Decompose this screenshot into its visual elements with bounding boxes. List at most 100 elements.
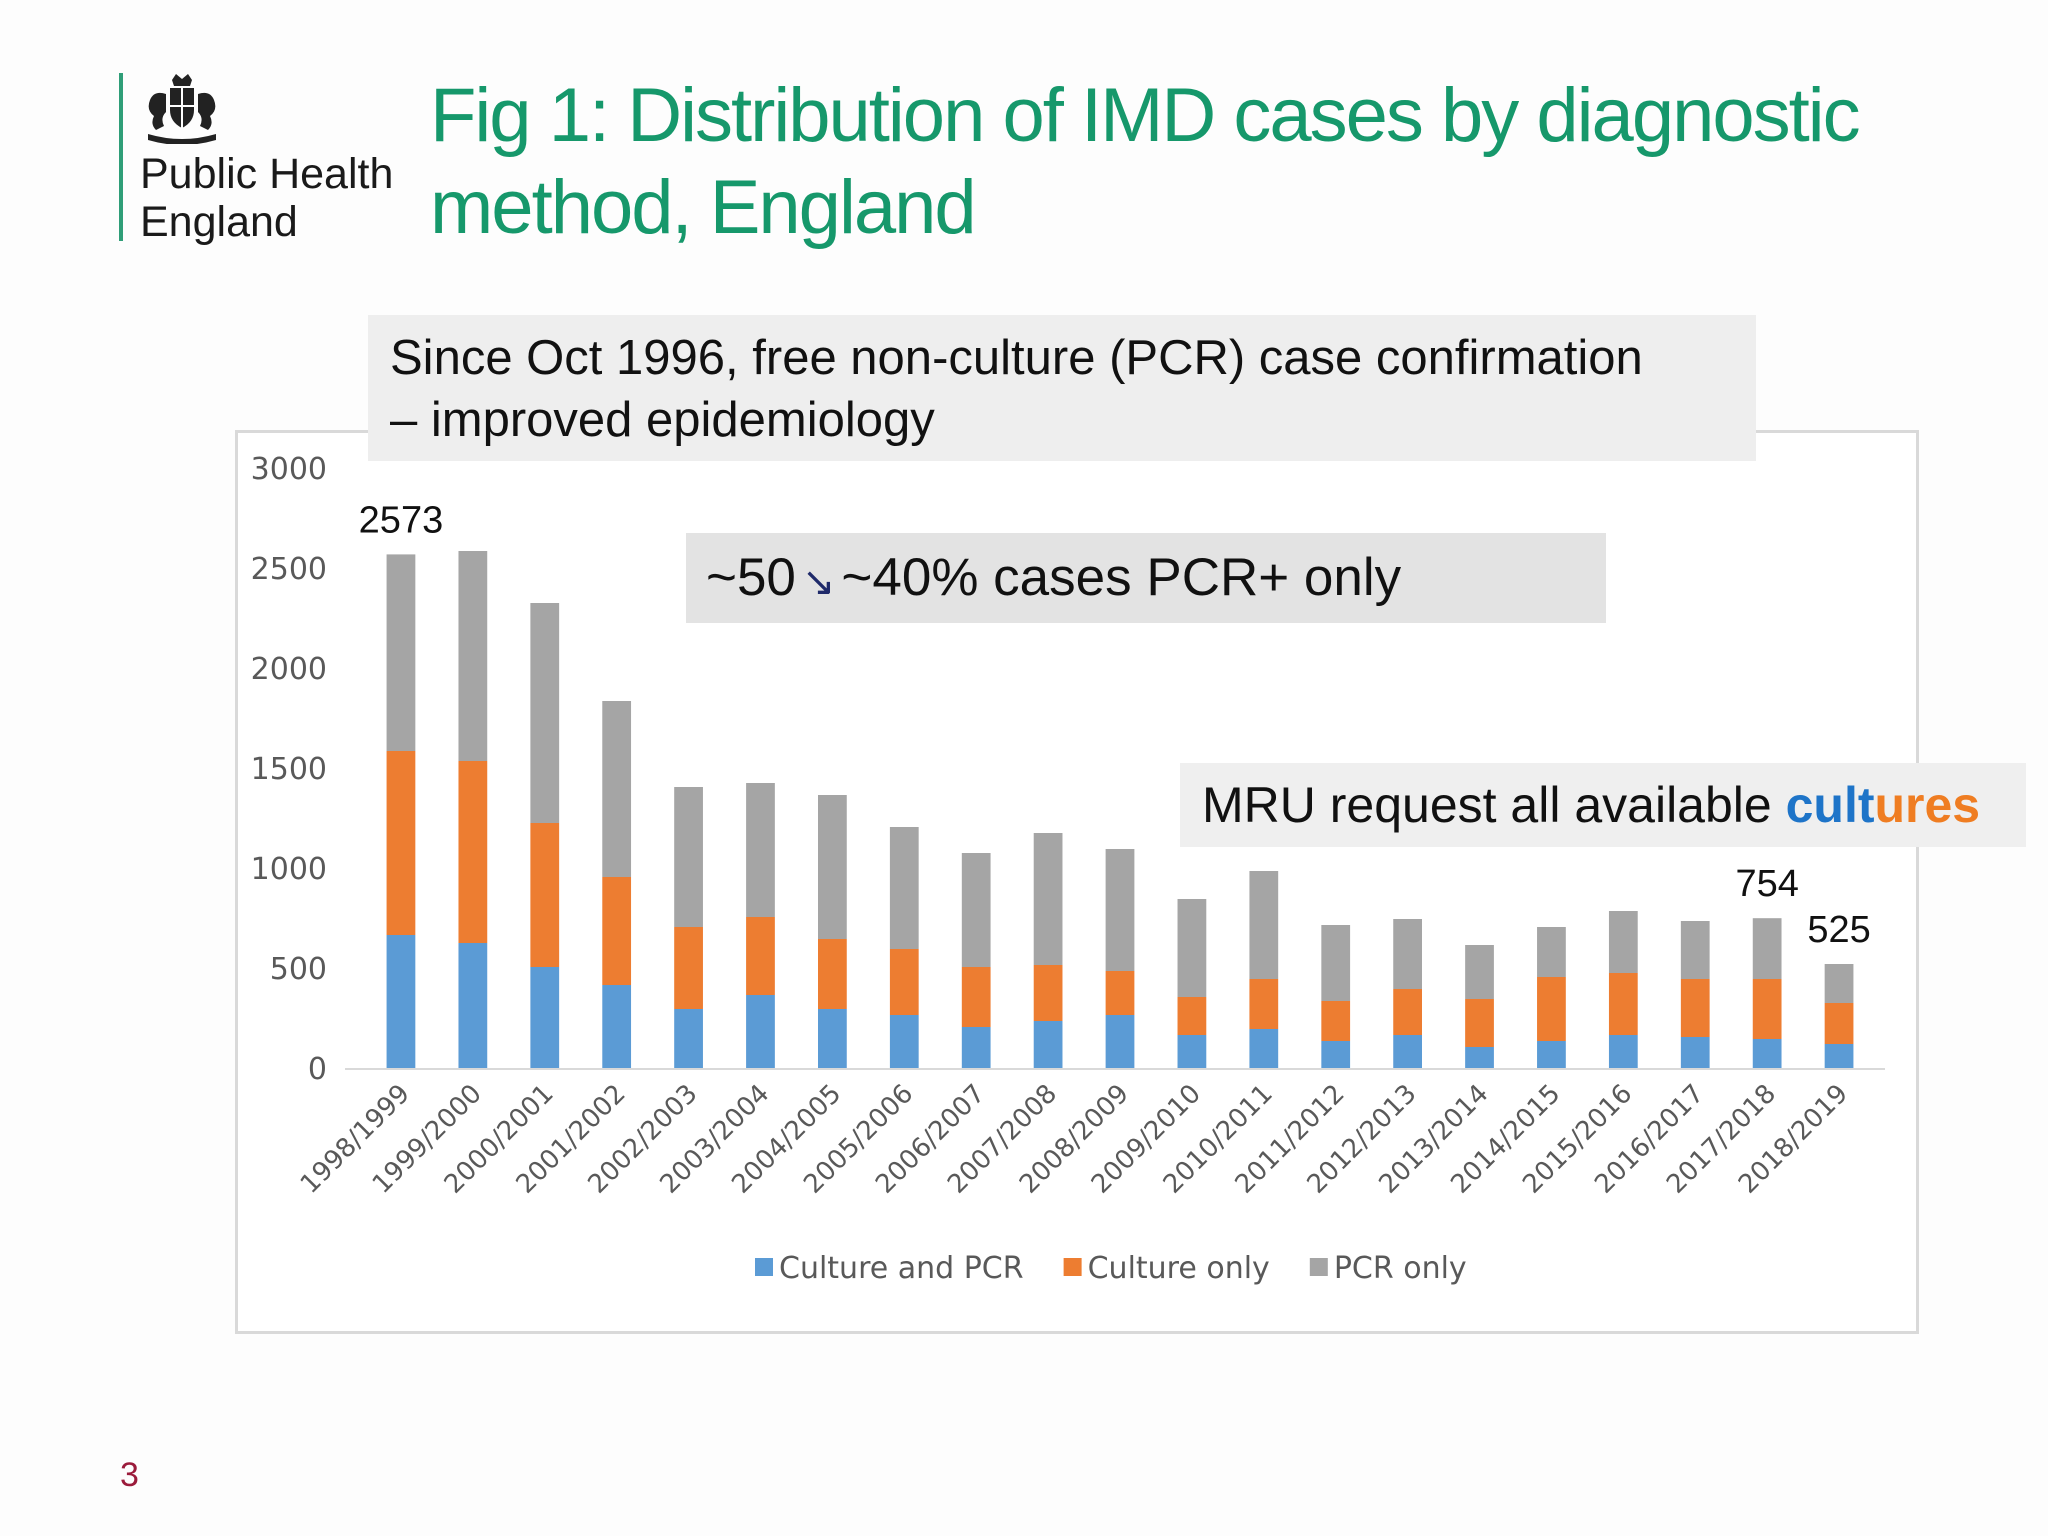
bar-culture-only bbox=[818, 939, 847, 1009]
bar-culture-and-pcr bbox=[1680, 1037, 1710, 1069]
bar-culture-and-pcr bbox=[1824, 1044, 1854, 1069]
bar-culture-only bbox=[1680, 979, 1710, 1037]
bar-culture-and-pcr bbox=[458, 943, 488, 1069]
y-tick-label: 500 bbox=[270, 952, 327, 987]
y-tick-label: 3000 bbox=[251, 452, 327, 487]
bar-culture-and-pcr bbox=[386, 935, 416, 1069]
bar-pcr-only bbox=[1752, 918, 1782, 979]
org-name-line2: England bbox=[140, 198, 298, 246]
bar-total-label: 525 bbox=[1807, 909, 1870, 951]
logo-accent-bar bbox=[119, 73, 123, 241]
mru-request-note: MRU request all available cultures bbox=[1180, 763, 2026, 847]
legend-label: Culture only bbox=[1088, 1251, 1270, 1286]
y-tick-label: 2500 bbox=[251, 552, 327, 587]
bar-culture-only bbox=[1608, 973, 1638, 1035]
bar-pcr-only bbox=[1105, 849, 1135, 971]
pcr-only-percentage-note: ~50 ↘ ~40% cases PCR+ only bbox=[686, 533, 1606, 623]
bar-pcr-only bbox=[1824, 964, 1854, 1003]
bar-culture-only bbox=[1465, 999, 1494, 1047]
mru-prefix: MRU request all available bbox=[1202, 777, 1786, 833]
bar-pcr-only bbox=[1321, 925, 1351, 1001]
bar-pcr-only bbox=[1680, 921, 1710, 979]
pcr-note-line1: Since Oct 1996, free non-culture (PCR) c… bbox=[390, 331, 1643, 385]
y-tick-label: 2000 bbox=[251, 652, 327, 687]
bar-pcr-only bbox=[458, 551, 488, 761]
y-tick-label: 1500 bbox=[251, 752, 327, 787]
y-axis: 0 500 1000 1500 2000 2500 3000 bbox=[251, 452, 327, 1087]
bar-culture-only bbox=[458, 761, 488, 943]
bar-pcr-only bbox=[1177, 899, 1207, 997]
bar-culture-only bbox=[1249, 979, 1279, 1029]
bar-culture-only bbox=[1177, 997, 1207, 1035]
stacked-bar-chart: 0 500 1000 1500 2000 2500 3000 1998/19991999/2… bbox=[251, 452, 1885, 1286]
legend-label: PCR only bbox=[1334, 1251, 1467, 1286]
bar-culture-and-pcr bbox=[818, 1009, 847, 1069]
slide-title-line2: method, England bbox=[430, 165, 977, 250]
bar-culture-only bbox=[530, 823, 560, 967]
bar-culture-and-pcr bbox=[889, 1015, 919, 1069]
bar-culture-only bbox=[1033, 965, 1063, 1021]
royal-coat-of-arms-icon bbox=[148, 74, 216, 144]
bar-pcr-only bbox=[746, 783, 775, 917]
legend-label: Culture and PCR bbox=[779, 1251, 1024, 1286]
pcr-confirmation-note: Since Oct 1996, free non-culture (PCR) c… bbox=[368, 315, 1756, 461]
legend-swatch bbox=[1309, 1258, 1328, 1276]
bar-culture-and-pcr bbox=[602, 985, 632, 1069]
page-number: 3 bbox=[120, 1456, 139, 1494]
bar-culture-and-pcr bbox=[746, 995, 775, 1069]
mru-word-part1: cult bbox=[1785, 777, 1875, 833]
bar-culture-and-pcr bbox=[1537, 1041, 1566, 1069]
legend-swatch bbox=[1063, 1258, 1082, 1276]
bar-culture-only bbox=[889, 949, 919, 1015]
bar-pcr-only bbox=[1033, 833, 1063, 965]
bar-total-label: 2573 bbox=[359, 499, 444, 541]
bar-pcr-only bbox=[1393, 919, 1422, 989]
bar-culture-only bbox=[386, 751, 416, 935]
bar-culture-and-pcr bbox=[1249, 1029, 1279, 1069]
bar-culture-and-pcr bbox=[1393, 1035, 1422, 1069]
pct-from: ~50 bbox=[706, 548, 796, 607]
bar-culture-and-pcr bbox=[1033, 1021, 1063, 1069]
bar-pcr-only bbox=[1465, 945, 1494, 999]
bars bbox=[386, 551, 1854, 1069]
x-axis: 1998/19991999/20002000/20012001/20022002… bbox=[295, 1068, 1885, 1200]
slide-title-line1: Fig 1: Distribution of IMD cases by diag… bbox=[430, 73, 1861, 158]
bar-pcr-only bbox=[674, 787, 703, 927]
bar-culture-only bbox=[602, 877, 632, 985]
y-tick-label: 1000 bbox=[251, 852, 327, 887]
bar-culture-and-pcr bbox=[1321, 1041, 1351, 1069]
pct-to: ~40% cases PCR+ only bbox=[841, 548, 1402, 607]
bar-pcr-only bbox=[1537, 927, 1566, 977]
bar-culture-only bbox=[1752, 979, 1782, 1039]
bar-pcr-only bbox=[1608, 911, 1638, 973]
bar-total-label: 754 bbox=[1735, 863, 1798, 905]
org-name-line1: Public Health bbox=[140, 150, 394, 198]
bar-pcr-only bbox=[818, 795, 847, 939]
bar-culture-and-pcr bbox=[674, 1009, 703, 1069]
bar-pcr-only bbox=[889, 827, 919, 949]
pcr-note-line2: – improved epidemiology bbox=[390, 393, 935, 447]
bar-culture-only bbox=[746, 917, 775, 995]
bar-culture-and-pcr bbox=[961, 1027, 991, 1069]
slide-title: Fig 1: Distribution of IMD cases by diag… bbox=[430, 70, 1990, 254]
bar-pcr-only bbox=[961, 853, 991, 967]
bar-culture-only bbox=[1393, 989, 1422, 1035]
bar-culture-only bbox=[1105, 971, 1135, 1015]
bar-culture-only bbox=[961, 967, 991, 1027]
bar-culture-only bbox=[1537, 977, 1566, 1041]
bar-culture-and-pcr bbox=[1752, 1039, 1782, 1069]
bar-culture-only bbox=[1824, 1003, 1854, 1044]
bar-culture-and-pcr bbox=[1105, 1015, 1135, 1069]
bar-pcr-only bbox=[1249, 871, 1279, 979]
bar-culture-only bbox=[674, 927, 703, 1009]
bar-pcr-only bbox=[386, 554, 416, 751]
mru-word-part2: ures bbox=[1874, 777, 1981, 833]
y-tick-label: 0 bbox=[308, 1052, 327, 1087]
bar-culture-and-pcr bbox=[530, 967, 560, 1069]
bar-pcr-only bbox=[530, 603, 560, 823]
chart-legend: Culture and PCR Culture only PCR only bbox=[755, 1251, 1467, 1286]
bar-culture-and-pcr bbox=[1608, 1035, 1638, 1069]
bar-culture-only bbox=[1321, 1001, 1351, 1041]
bar-pcr-only bbox=[602, 701, 632, 877]
